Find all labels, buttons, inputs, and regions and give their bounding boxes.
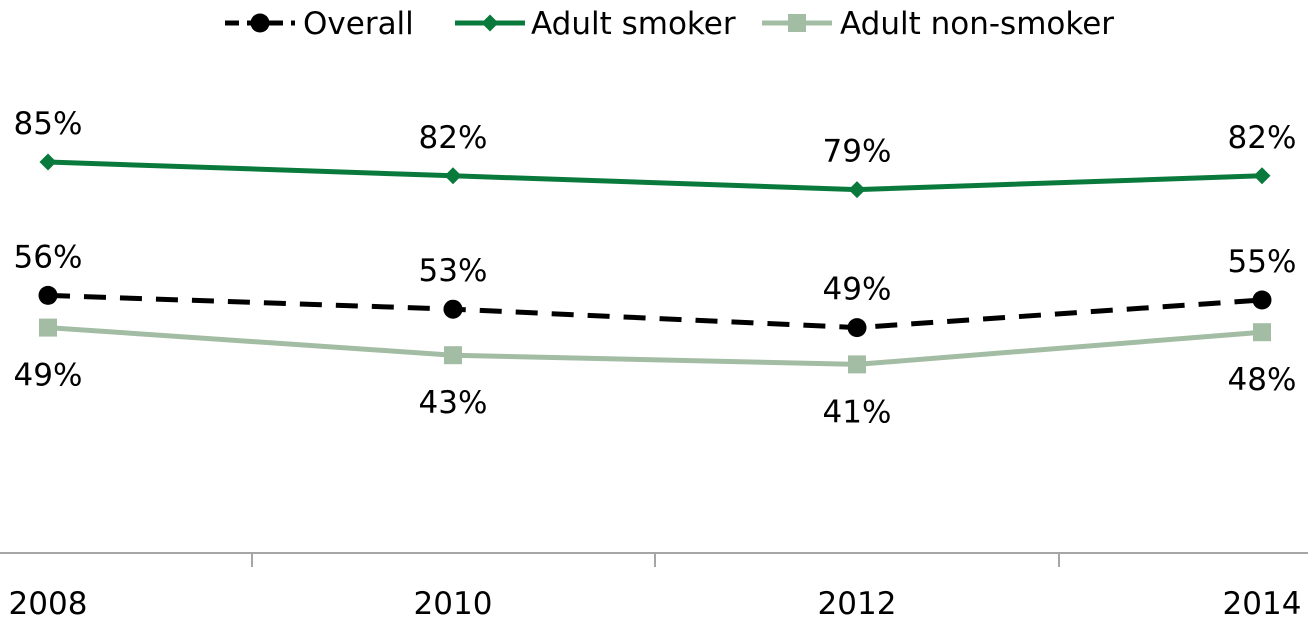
data-point-adult-non-smoker <box>39 318 57 337</box>
series-overall: 56% 53% 49% 55% <box>14 239 1297 338</box>
data-point-overall <box>1252 290 1272 310</box>
legend-swatch-marker <box>481 14 499 32</box>
data-point-adult-non-smoker <box>444 346 462 365</box>
data-point-overall <box>443 299 463 319</box>
legend-label: Overall <box>303 6 414 42</box>
data-label-overall: 53% <box>419 253 488 289</box>
data-label-overall: 49% <box>823 272 892 308</box>
data-point-overall <box>847 318 867 338</box>
x-tick-label: 2010 <box>414 586 493 617</box>
x-axis: 2008 2010 2012 2014 <box>0 552 1308 617</box>
data-label-adult-non-smoker: 41% <box>823 394 892 430</box>
data-point-adult-non-smoker <box>848 355 866 374</box>
x-tick-label: 2012 <box>818 586 897 617</box>
data-point-overall <box>38 285 58 305</box>
data-label-adult-smoker: 82% <box>419 120 488 156</box>
data-label-overall: 56% <box>14 239 83 275</box>
legend-label: Adult smoker <box>531 6 736 42</box>
x-tick-label: 2008 <box>9 586 88 617</box>
data-label-adult-non-smoker: 43% <box>419 385 488 421</box>
data-label-adult-non-smoker: 48% <box>1228 362 1297 398</box>
legend-item-adult-smoker: Adult smoker <box>455 6 736 42</box>
series-line-overall <box>47 292 1263 331</box>
data-label-adult-smoker: 79% <box>823 134 892 170</box>
series-adult-non-smoker: 49% 43% 41% 48% <box>14 318 1297 430</box>
data-label-adult-smoker: 85% <box>14 106 83 142</box>
series-layer: 56% 53% 49% 55% 85% 82% 79% 82% 49% 43% 41% 48% <box>14 106 1297 430</box>
legend: Overall Adult smoker Adult non-smoker <box>225 6 1114 42</box>
data-label-overall: 55% <box>1228 244 1297 280</box>
data-label-adult-smoker: 82% <box>1228 120 1297 156</box>
series-line-adult-non-smoker <box>47 325 1263 367</box>
x-tick-label: 2014 <box>1223 586 1302 617</box>
data-point-adult-non-smoker <box>1253 323 1271 342</box>
legend-label: Adult non-smoker <box>840 6 1114 42</box>
legend-item-adult-non-smoker: Adult non-smoker <box>762 6 1114 42</box>
legend-swatch-marker <box>788 14 806 32</box>
series-line-adult-smoker <box>47 159 1263 193</box>
series-adult-smoker: 85% 82% 79% 82% <box>14 106 1297 199</box>
data-point-adult-smoker <box>444 167 462 185</box>
data-point-adult-smoker <box>1253 167 1271 185</box>
legend-item-overall: Overall <box>225 6 414 42</box>
data-point-adult-smoker <box>39 153 57 171</box>
data-label-adult-non-smoker: 49% <box>14 358 83 394</box>
legend-swatch-marker <box>250 13 270 33</box>
data-point-adult-smoker <box>848 181 866 199</box>
